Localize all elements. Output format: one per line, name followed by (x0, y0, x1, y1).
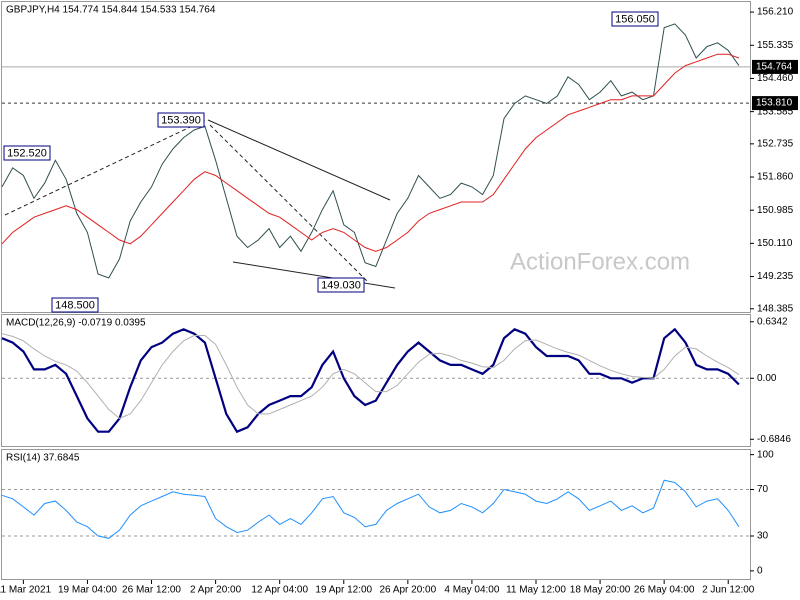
x-tick-label: 19 Apr 12:00 (315, 585, 372, 596)
annotations: 156.050 153.390 152.520 148.500 149.030 (3, 11, 659, 313)
price-panel (1, 1, 751, 313)
annotation: 153.390 (161, 114, 201, 126)
x-tick-label: 26 Apr 20:00 (379, 585, 436, 596)
x-tick-label: 4 May 04:00 (444, 585, 499, 596)
y-tick-label: 70 (757, 484, 769, 495)
y-tick-label: 152.735 (757, 138, 794, 149)
x-tick-label: 11 May 12:00 (506, 585, 566, 596)
series-line (1, 53, 740, 252)
x-tick-label: 2 Apr 20:00 (190, 585, 242, 596)
annotation-box (157, 112, 205, 128)
y-tick-label: 154.460 (757, 73, 794, 84)
annotation: 148.500 (55, 299, 95, 311)
rsi-panel (1, 449, 751, 580)
x-tick-label: 19 Mar 04:00 (58, 585, 117, 596)
x-tick-label: 2 Jun 12:00 (702, 585, 755, 596)
series-line (1, 327, 740, 434)
x-tick-label: 11 Mar 2021 (0, 585, 52, 596)
y-tick-label: 156.210 (757, 7, 794, 18)
level-label-box (752, 96, 798, 111)
level-label: 153.810 (756, 98, 793, 109)
x-tick-label: 18 May 20:00 (570, 585, 631, 596)
y-tick-label: 149.235 (757, 271, 794, 282)
series-line (1, 333, 740, 419)
trendlines (4, 119, 396, 289)
annotation: 156.050 (615, 13, 655, 25)
annotation: 152.520 (7, 147, 47, 159)
price-title: GBPJPY,H4 154.774 154.844 154.533 154.76… (6, 5, 216, 16)
annotation: 149.030 (321, 279, 361, 291)
y-tick-label: 148.385 (757, 303, 794, 314)
y-tick-label: 0 (757, 566, 763, 577)
y-tick-label: 100 (757, 449, 774, 460)
y-tick-label: 150.985 (757, 205, 794, 216)
trendline (232, 261, 396, 289)
y-tick-label: 150.110 (757, 238, 793, 249)
trendline (207, 119, 391, 201)
last-price-box (752, 59, 798, 74)
macd-panel (1, 314, 751, 447)
annotation-box (611, 11, 659, 27)
trendline (4, 119, 206, 216)
y-tick-label: 0.00 (757, 373, 777, 384)
annotation-box (317, 277, 365, 293)
trendline (209, 124, 369, 283)
y-tick-label: -0.6846 (757, 434, 791, 445)
y-tick-label: 151.860 (757, 172, 794, 183)
series-line (1, 23, 740, 279)
series-line (1, 479, 740, 539)
y-tick-label: 0.6342 (757, 316, 788, 327)
watermark: ActionForex.com (510, 248, 690, 275)
x-tick-label: 26 May 04:00 (634, 585, 695, 596)
y-tick-label: 153.585 (757, 106, 794, 117)
x-tick-label: 12 Apr 04:00 (251, 585, 308, 596)
y-tick-label: 155.335 (757, 40, 794, 51)
annotation-box (51, 297, 99, 313)
macd-title: MACD(12,26,9) -0.0719 0.0395 (6, 318, 146, 329)
x-tick-label: 26 Mar 12:00 (122, 585, 181, 596)
annotation-box (3, 145, 51, 161)
y-tick-label: 30 (757, 531, 769, 542)
rsi-title: RSI(14) 37.6845 (6, 453, 80, 464)
last-price-label: 154.764 (756, 62, 793, 73)
